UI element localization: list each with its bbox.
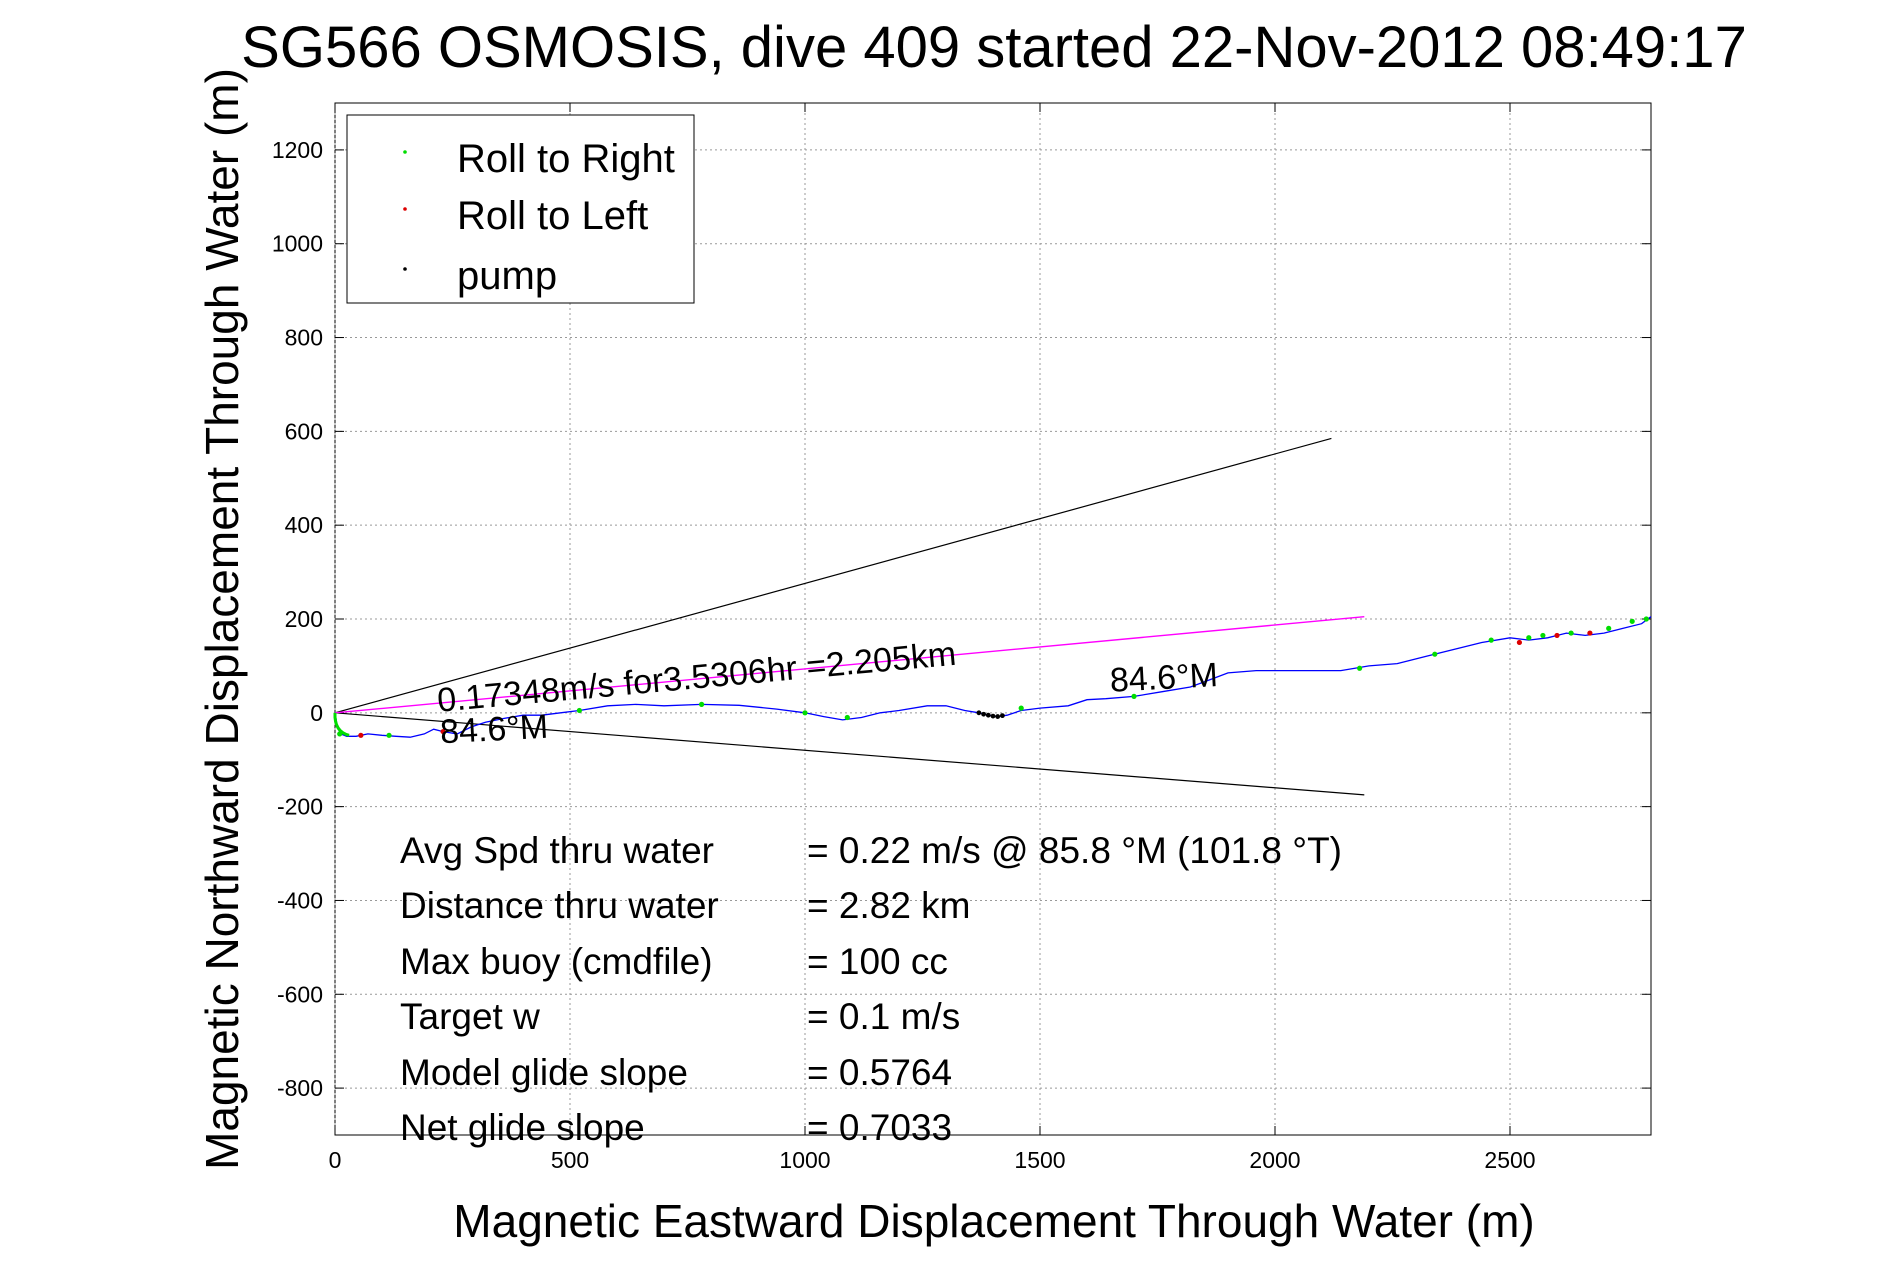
legend-marker-roll-left xyxy=(403,207,407,211)
y-tick-label: 1200 xyxy=(272,137,323,163)
y-tick-label: -400 xyxy=(277,887,323,913)
y-tick-label: 0 xyxy=(310,700,323,726)
dive-stats: Avg Spd thru water = 0.22 m/s @ 85.8 °M … xyxy=(400,830,1342,1148)
x-axis-label: Magnetic Eastward Displacement Through W… xyxy=(453,1195,1534,1247)
roll-left-point xyxy=(1554,632,1560,639)
cone-line xyxy=(334,712,1365,796)
chart-title: SG566 OSMOSIS, dive 409 started 22-Nov-2… xyxy=(241,15,1747,80)
stat-value: = 0.22 m/s @ 85.8 °M (101.8 °T) xyxy=(807,830,1342,871)
y-tick-label: 600 xyxy=(285,418,323,444)
roll-right-point xyxy=(1018,705,1024,711)
data-layer xyxy=(333,437,1652,796)
roll-right-point xyxy=(1432,651,1438,657)
roll-left-point xyxy=(1587,630,1593,636)
y-axis-label: Magnetic Northward Displacement Through … xyxy=(196,68,248,1170)
y-tick-label: 800 xyxy=(285,325,323,351)
stat-label: Target w xyxy=(400,996,540,1037)
roll-right-point xyxy=(699,701,705,707)
stat-value: = 0.1 m/s xyxy=(807,996,960,1037)
y-tick-label: 1000 xyxy=(272,231,323,257)
stat-label: Distance thru water xyxy=(400,885,719,926)
legend-label-roll-left: Roll to Left xyxy=(457,194,648,238)
stat-label: Net glide slope xyxy=(400,1107,645,1148)
cone-line xyxy=(334,437,1332,714)
x-tick-label: 1500 xyxy=(1014,1147,1065,1173)
y-tick-label: -600 xyxy=(277,981,323,1007)
roll-right-point xyxy=(337,731,343,737)
roll-right-point xyxy=(1131,693,1137,700)
x-tick-label: 2000 xyxy=(1249,1147,1300,1173)
roll-right-point xyxy=(1629,618,1635,624)
legend-marker-pump xyxy=(403,267,407,271)
roll-right-point xyxy=(576,707,583,714)
legend: Roll to Right Roll to Left pump xyxy=(346,114,695,304)
axis-ticks: 0 500 1000 1500 2000 2500 -800 -600 -400 -200 0 200… xyxy=(272,103,1651,1173)
roll-right-point xyxy=(1606,625,1612,631)
pump-point xyxy=(976,710,982,716)
x-tick-label: 1000 xyxy=(779,1147,830,1173)
stat-value: = 0.7033 xyxy=(807,1107,952,1148)
roll-left-point xyxy=(440,728,446,735)
roll-right-point xyxy=(1526,635,1532,641)
mean-velocity-line xyxy=(334,615,1365,714)
roll-right-point xyxy=(1488,637,1494,643)
stat-value: = 0.5764 xyxy=(807,1052,952,1093)
roll-right-point xyxy=(844,714,850,721)
plot-annotation: 84.6°M xyxy=(439,708,549,752)
x-tick-label: 500 xyxy=(551,1147,589,1173)
y-tick-label: 200 xyxy=(285,606,323,632)
roll-right-point xyxy=(1357,665,1363,671)
y-tick-label: -200 xyxy=(277,794,323,820)
stat-value: = 100 cc xyxy=(807,941,948,982)
pump-point xyxy=(985,712,991,718)
roll-right-point xyxy=(802,710,808,716)
roll-left-point xyxy=(1516,639,1522,646)
track-start-marker xyxy=(333,712,350,737)
roll-right-point xyxy=(386,732,392,738)
x-tick-label: 2500 xyxy=(1484,1147,1535,1173)
roll-right-point xyxy=(1540,632,1546,639)
pump-point xyxy=(1000,713,1005,719)
stat-label: Model glide slope xyxy=(400,1052,688,1093)
y-tick-label: 400 xyxy=(285,512,323,538)
y-tick-label: -800 xyxy=(277,1075,323,1101)
legend-label-roll-right: Roll to Right xyxy=(457,137,675,181)
stat-label: Max buoy (cmdfile) xyxy=(400,941,713,982)
x-tick-label: 0 xyxy=(329,1147,342,1173)
legend-label-pump: pump xyxy=(457,254,557,298)
pump-point xyxy=(990,713,996,719)
stat-label: Avg Spd thru water xyxy=(400,830,714,871)
pump-point xyxy=(981,711,986,717)
legend-marker-roll-right xyxy=(403,150,407,154)
roll-left-point xyxy=(358,732,364,738)
roll-right-point xyxy=(1643,616,1649,622)
pump-point xyxy=(995,714,1001,719)
stat-value: = 2.82 km xyxy=(807,885,971,926)
roll-right-point xyxy=(1568,630,1574,636)
plot-annotation: 84.6°M xyxy=(1109,656,1219,700)
